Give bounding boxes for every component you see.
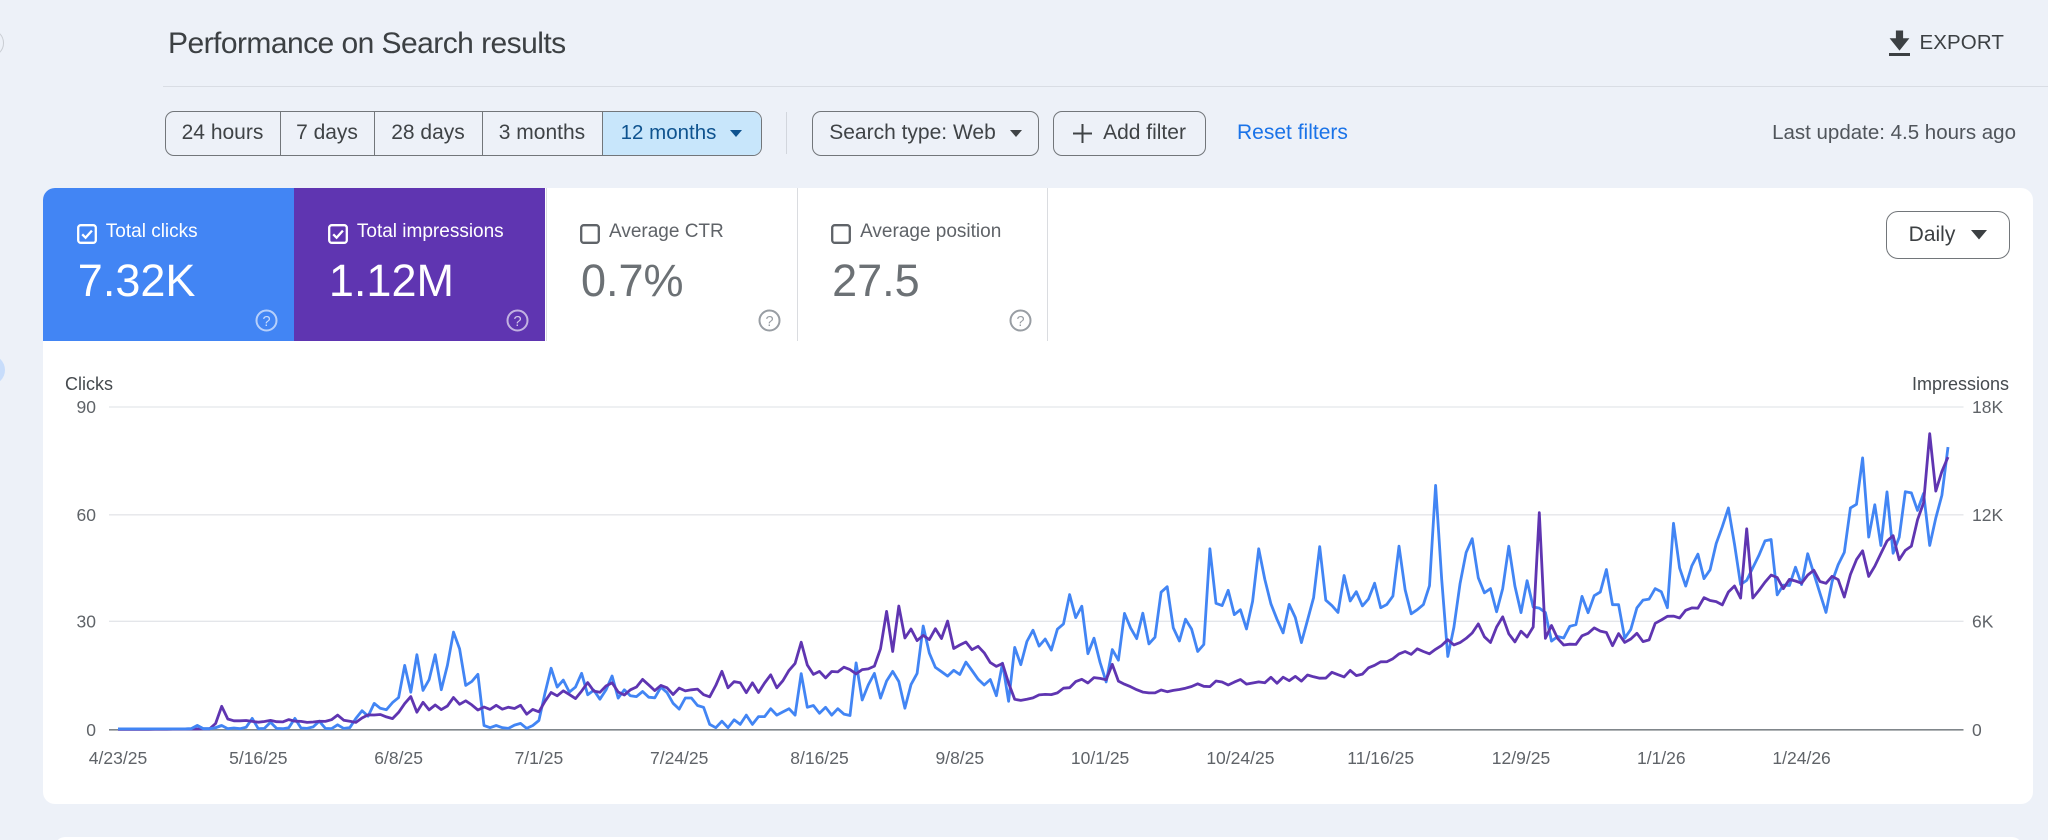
svg-text:1/1/26: 1/1/26 — [1637, 748, 1686, 768]
svg-text:7/1/25: 7/1/25 — [515, 748, 564, 768]
svg-text:60: 60 — [77, 505, 97, 525]
svg-text:18K: 18K — [1972, 397, 2003, 417]
svg-text:4/23/25: 4/23/25 — [89, 748, 147, 768]
svg-text:11/16/25: 11/16/25 — [1347, 748, 1414, 768]
svg-text:10/24/25: 10/24/25 — [1206, 748, 1274, 768]
svg-text:Clicks: Clicks — [65, 374, 113, 394]
svg-text:1/24/26: 1/24/26 — [1772, 748, 1830, 768]
svg-text:6K: 6K — [1972, 612, 1994, 632]
svg-text:12K: 12K — [1972, 505, 2003, 525]
svg-text:90: 90 — [77, 397, 97, 417]
svg-text:9/8/25: 9/8/25 — [935, 748, 984, 768]
svg-text:7/24/25: 7/24/25 — [650, 748, 708, 768]
svg-text:10/1/25: 10/1/25 — [1071, 748, 1129, 768]
svg-text:0: 0 — [86, 720, 96, 740]
svg-text:?: ? — [513, 314, 521, 330]
svg-text:?: ? — [1017, 314, 1025, 330]
svg-text:30: 30 — [77, 612, 97, 632]
svg-text:12/9/25: 12/9/25 — [1492, 748, 1550, 768]
svg-text:6/8/25: 6/8/25 — [374, 748, 423, 768]
svg-text:Impressions: Impressions — [1912, 374, 2009, 394]
svg-text:?: ? — [765, 314, 773, 330]
svg-text:?: ? — [262, 314, 270, 330]
svg-text:8/16/25: 8/16/25 — [790, 748, 848, 768]
svg-text:5/16/25: 5/16/25 — [229, 748, 287, 768]
svg-text:0: 0 — [1972, 720, 1982, 740]
